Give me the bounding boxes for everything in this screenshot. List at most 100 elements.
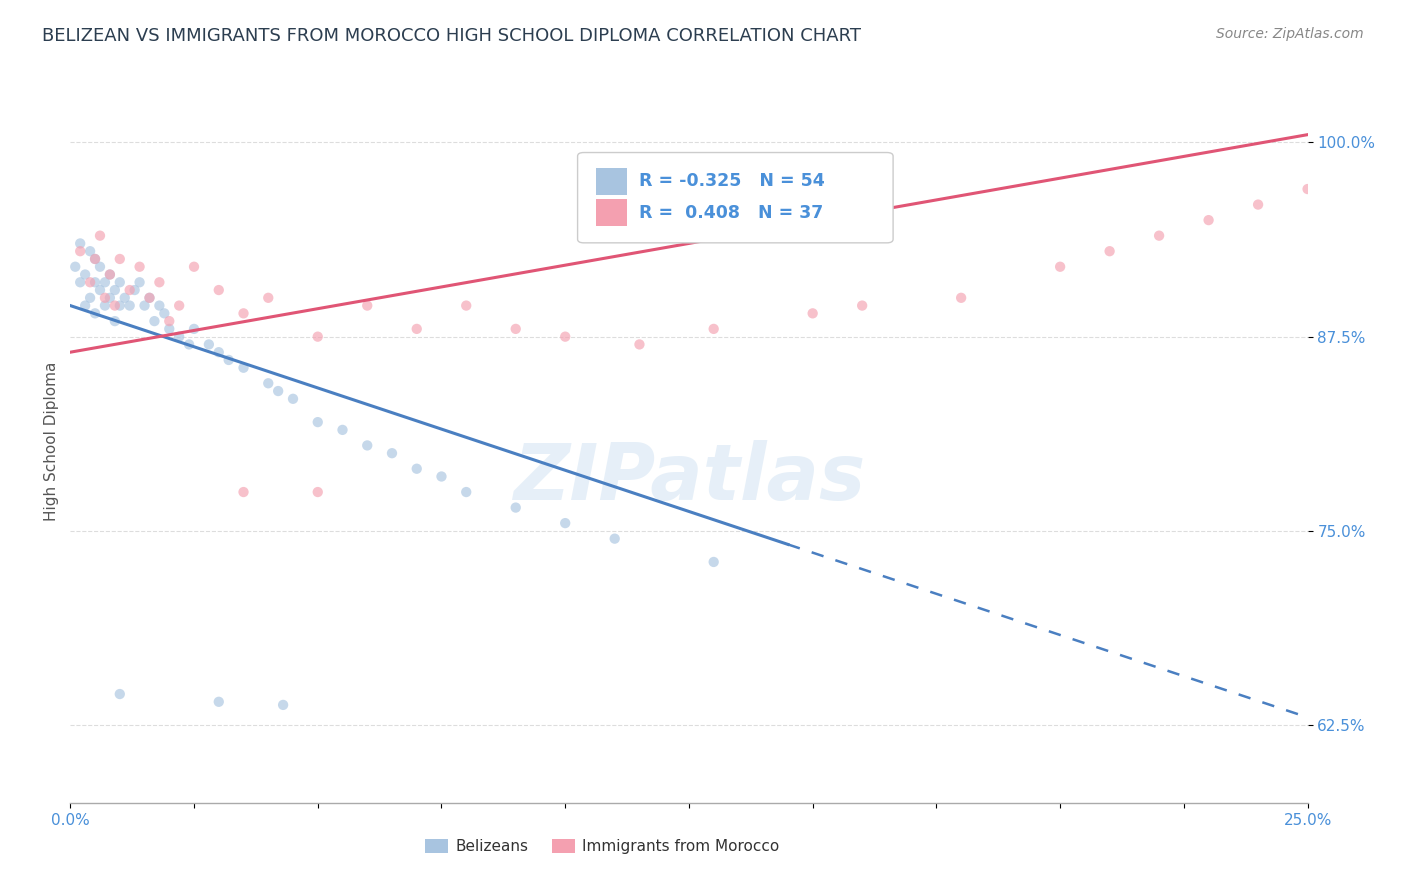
Text: R =  0.408   N = 37: R = 0.408 N = 37	[640, 203, 824, 221]
Point	[153, 306, 176, 320]
Point	[456, 299, 478, 313]
Point	[281, 392, 304, 406]
Text: Source: ZipAtlas.com: Source: ZipAtlas.com	[1216, 27, 1364, 41]
Point	[104, 314, 127, 328]
Point	[505, 500, 527, 515]
Point	[69, 275, 91, 289]
Point	[128, 275, 150, 289]
Point	[79, 291, 101, 305]
Point	[79, 275, 101, 289]
Point	[232, 306, 254, 320]
Point	[108, 275, 131, 289]
Point	[65, 260, 87, 274]
Point	[183, 322, 205, 336]
Point	[554, 516, 576, 530]
Point	[430, 469, 453, 483]
Point	[356, 438, 378, 452]
Point	[307, 415, 329, 429]
Point	[950, 291, 973, 305]
Point	[84, 306, 107, 320]
Point	[148, 299, 170, 313]
FancyBboxPatch shape	[596, 199, 627, 227]
Point	[703, 322, 725, 336]
Point	[114, 291, 136, 305]
Point	[356, 299, 378, 313]
Point	[118, 299, 141, 313]
Point	[134, 299, 156, 313]
Point	[703, 555, 725, 569]
Point	[98, 268, 121, 282]
Point	[138, 291, 160, 305]
Point	[1296, 182, 1319, 196]
Point	[108, 687, 131, 701]
Point	[505, 322, 527, 336]
FancyBboxPatch shape	[578, 153, 893, 243]
Point	[128, 260, 150, 274]
Point	[143, 314, 166, 328]
Point	[118, 283, 141, 297]
FancyBboxPatch shape	[596, 168, 627, 195]
Point	[75, 268, 97, 282]
Point	[208, 695, 231, 709]
Point	[69, 236, 91, 251]
Point	[84, 252, 107, 266]
Point	[94, 299, 117, 313]
Text: R = -0.325   N = 54: R = -0.325 N = 54	[640, 172, 825, 190]
Point	[1098, 244, 1121, 259]
Point	[84, 252, 107, 266]
Point	[232, 485, 254, 500]
Point	[1247, 197, 1270, 211]
Point	[628, 337, 651, 351]
Point	[94, 291, 117, 305]
Point	[198, 337, 221, 351]
Point	[1147, 228, 1170, 243]
Point	[108, 299, 131, 313]
Point	[157, 322, 180, 336]
Point	[381, 446, 404, 460]
Point	[183, 260, 205, 274]
Text: ZIPatlas: ZIPatlas	[513, 440, 865, 516]
Point	[267, 384, 290, 398]
Point	[456, 485, 478, 500]
Point	[167, 329, 190, 343]
Point	[84, 275, 107, 289]
Point	[89, 283, 111, 297]
Point	[851, 299, 873, 313]
Point	[405, 461, 427, 475]
Point	[177, 337, 200, 351]
Legend: Belizeans, Immigrants from Morocco: Belizeans, Immigrants from Morocco	[419, 833, 786, 860]
Point	[94, 275, 117, 289]
Point	[89, 228, 111, 243]
Point	[98, 291, 121, 305]
Point	[89, 260, 111, 274]
Point	[98, 268, 121, 282]
Point	[69, 244, 91, 259]
Point	[554, 329, 576, 343]
Point	[79, 244, 101, 259]
Point	[1198, 213, 1220, 227]
Y-axis label: High School Diploma: High School Diploma	[44, 362, 59, 521]
Point	[108, 252, 131, 266]
Point	[124, 283, 146, 297]
Text: BELIZEAN VS IMMIGRANTS FROM MOROCCO HIGH SCHOOL DIPLOMA CORRELATION CHART: BELIZEAN VS IMMIGRANTS FROM MOROCCO HIGH…	[42, 27, 862, 45]
Point	[208, 283, 231, 297]
Point	[138, 291, 160, 305]
Point	[167, 299, 190, 313]
Point	[257, 376, 280, 391]
Point	[208, 345, 231, 359]
Point	[218, 353, 240, 368]
Point	[1049, 260, 1071, 274]
Point	[405, 322, 427, 336]
Point	[603, 532, 626, 546]
Point	[104, 299, 127, 313]
Point	[257, 291, 280, 305]
Point	[332, 423, 354, 437]
Point	[307, 485, 329, 500]
Point	[801, 306, 824, 320]
Point	[271, 698, 294, 712]
Point	[157, 314, 180, 328]
Point	[148, 275, 170, 289]
Point	[104, 283, 127, 297]
Point	[307, 329, 329, 343]
Point	[75, 299, 97, 313]
